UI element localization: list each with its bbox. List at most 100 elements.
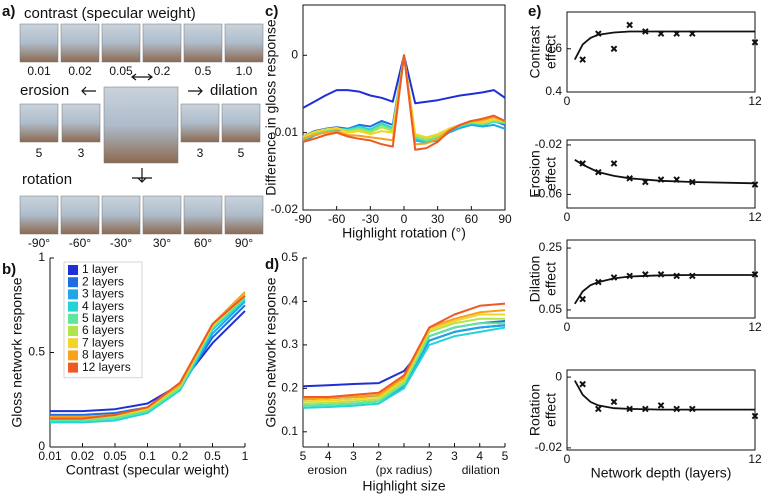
y-tick-label: 0 bbox=[38, 439, 45, 453]
y-axis-label: effect bbox=[543, 35, 559, 69]
series-line bbox=[302, 326, 506, 409]
photo bbox=[224, 23, 264, 63]
rotation-label: rotation bbox=[22, 171, 72, 188]
dilation-value: 5 bbox=[238, 146, 245, 160]
point bbox=[689, 178, 696, 186]
point bbox=[626, 21, 633, 29]
point bbox=[657, 176, 665, 183]
photo bbox=[19, 195, 59, 235]
point bbox=[579, 380, 586, 388]
legend-label: 1 layer bbox=[82, 262, 118, 276]
y-tick-label: 0.3 bbox=[281, 337, 298, 351]
y-tick-label: -0.01 bbox=[271, 125, 299, 139]
point bbox=[579, 295, 586, 303]
y-tick-label: -0.02 bbox=[271, 202, 299, 216]
frame bbox=[566, 139, 756, 209]
x-tick-label: 3 bbox=[451, 449, 458, 463]
point bbox=[595, 405, 602, 413]
x-tick-label: 0.2 bbox=[172, 449, 189, 463]
x-tick-label: 0.02 bbox=[71, 449, 95, 463]
contrast-value: 1.0 bbox=[236, 64, 253, 78]
legend-label: 5 layers bbox=[82, 311, 124, 325]
panel-a: a) contrast (specular weight) erosion di… bbox=[2, 3, 258, 188]
x-tick-label: 0 bbox=[564, 94, 571, 108]
point bbox=[689, 272, 696, 280]
point bbox=[610, 398, 618, 406]
x-tick-label: 0.01 bbox=[38, 449, 62, 463]
y-tick-label: 0 bbox=[555, 369, 562, 383]
legend-label: 7 layers bbox=[82, 335, 124, 349]
x-tick-label: 30 bbox=[431, 212, 445, 226]
point bbox=[673, 176, 680, 183]
series-line bbox=[302, 54, 506, 146]
fit-line bbox=[574, 159, 756, 185]
x-tick-label: 4 bbox=[476, 449, 483, 463]
rotation-value: -60° bbox=[69, 236, 91, 250]
arrow bbox=[131, 73, 153, 81]
point bbox=[579, 160, 586, 167]
x-axis-label: Highlight rotation (°) bbox=[342, 225, 466, 241]
x-tick-label: 12 bbox=[748, 320, 762, 334]
panel-letter: c) bbox=[265, 3, 278, 20]
point bbox=[626, 175, 633, 182]
panel-letter: b) bbox=[2, 261, 16, 278]
photo bbox=[183, 195, 223, 235]
y-tick-label: 0.25 bbox=[539, 240, 563, 254]
series-line bbox=[50, 310, 246, 413]
panel-letter: e) bbox=[528, 3, 541, 20]
frame bbox=[566, 239, 756, 319]
y-tick-label: 0.1 bbox=[281, 424, 298, 438]
point bbox=[610, 274, 618, 281]
series-line bbox=[50, 295, 246, 420]
point bbox=[595, 278, 602, 286]
y-tick-label: -0.02 bbox=[535, 440, 563, 454]
panel: c) 0 -0.01 -0.02-90 -60 -30 0 30 60 90 Highlight r… bbox=[263, 3, 512, 241]
y-tick-label: 0.4 bbox=[545, 84, 562, 98]
legend-swatch bbox=[68, 326, 78, 336]
x-tick-label: 0.5 bbox=[204, 449, 221, 463]
photo bbox=[224, 195, 264, 235]
y-tick-label: 0.05 bbox=[539, 302, 563, 316]
series-line bbox=[303, 302, 506, 398]
photo bbox=[142, 195, 182, 235]
erosion-value: 3 bbox=[78, 146, 85, 160]
point bbox=[689, 30, 696, 37]
x-tick-label: -30 bbox=[362, 212, 380, 226]
x-tick-label: 12 bbox=[748, 94, 762, 108]
x-annotation: dilation bbox=[462, 463, 500, 477]
fit-line bbox=[574, 274, 755, 305]
point bbox=[751, 38, 759, 46]
series-line bbox=[302, 324, 506, 407]
photo bbox=[19, 23, 59, 63]
series-line bbox=[302, 309, 506, 401]
x-tick-label: 0 bbox=[564, 210, 571, 224]
x-axis-label: Contrast (specular weight) bbox=[66, 462, 229, 478]
point bbox=[642, 178, 649, 186]
y-axis-label: Dilation bbox=[527, 256, 543, 303]
x-annotation: (px radius) bbox=[376, 463, 433, 477]
arrow bbox=[137, 168, 147, 183]
photo bbox=[101, 23, 141, 63]
point bbox=[751, 412, 759, 420]
series-line bbox=[302, 54, 506, 151]
x-tick-label: 90 bbox=[498, 212, 512, 226]
y-tick-label: -0.02 bbox=[535, 137, 563, 151]
legend-label: 12 layers bbox=[82, 360, 131, 374]
x-tick-label: 1 bbox=[242, 449, 249, 463]
y-axis-label: effect bbox=[543, 393, 559, 427]
fit-line bbox=[574, 380, 755, 411]
point bbox=[751, 271, 759, 278]
x-tick-label: 0 bbox=[564, 320, 571, 334]
photo bbox=[101, 195, 141, 235]
contrast-value: 0.02 bbox=[68, 64, 92, 78]
x-axis-label: Highlight size bbox=[362, 478, 445, 494]
dilation-label: dilation bbox=[210, 82, 258, 99]
point bbox=[657, 30, 665, 37]
point bbox=[642, 405, 649, 413]
panel: e) 0.4 0.6 0 12 Contrast effect bbox=[527, 3, 762, 108]
point bbox=[579, 56, 586, 63]
legend-swatch bbox=[68, 277, 78, 288]
y-axis-label: Contrast bbox=[527, 25, 543, 78]
point bbox=[642, 271, 649, 278]
